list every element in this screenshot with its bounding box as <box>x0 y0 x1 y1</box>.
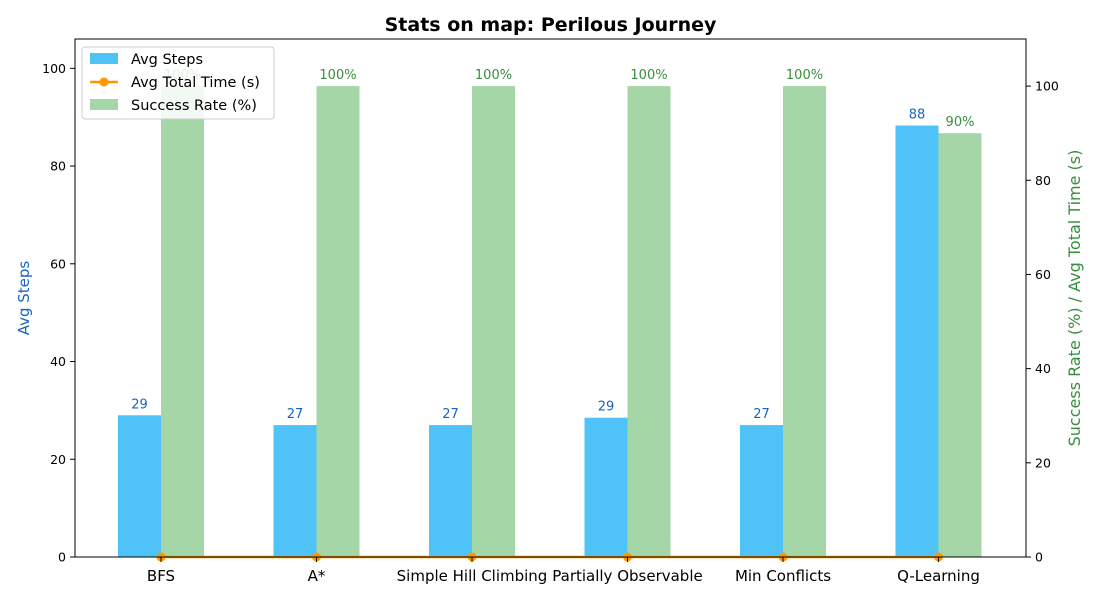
data-label-avg-steps: 88 <box>909 107 926 122</box>
bar-success-rate <box>161 86 204 557</box>
x-tick-label: Simple Hill Climbing <box>397 567 548 585</box>
y-tick-label-right: 60 <box>1035 267 1051 282</box>
x-tick-label: Partially Observable <box>552 567 702 585</box>
data-label-avg-steps: 27 <box>287 407 304 422</box>
chart-title: Stats on map: Perilous Journey <box>385 14 717 36</box>
bar-success-rate <box>472 86 515 557</box>
legend-marker-avg-total-time <box>99 77 109 87</box>
y-tick-label-left: 80 <box>50 159 66 174</box>
y-axis-label-left: Avg Steps <box>15 261 33 336</box>
bar-avg-steps <box>429 425 472 557</box>
data-label-success-rate: 100% <box>319 68 356 83</box>
y-axis-label-right: Success Rate (%) / Avg Total Time (s) <box>1065 150 1084 447</box>
plot-frame <box>74 38 1027 558</box>
legend-swatch-success-rate <box>90 99 118 110</box>
data-label-avg-steps: 27 <box>442 407 459 422</box>
data-label-avg-steps: 29 <box>598 400 615 415</box>
legend: Avg Steps Avg Total Time (s) Success Rate … <box>81 46 275 120</box>
y-tick-label-right: 40 <box>1035 361 1051 376</box>
bar-avg-steps <box>740 425 783 557</box>
y-tick-label-left: 60 <box>50 256 66 271</box>
x-tick-label: A* <box>308 567 326 585</box>
x-tick-label: Min Conflicts <box>735 567 831 585</box>
y-tick-label-right: 100 <box>1035 79 1059 94</box>
data-label-success-rate: 100% <box>786 68 823 83</box>
bar-avg-steps <box>273 425 317 557</box>
axes: 0 20 40 60 80 100 0 20 40 60 80 100 BFS A* Simple Hill… <box>42 61 1059 585</box>
legend-swatch-avg-steps <box>90 53 118 64</box>
y-tick-label-left: 40 <box>50 354 66 369</box>
legend-box <box>81 46 275 120</box>
data-label-success-rate: 100% <box>630 68 667 83</box>
data-label-success-rate: 100% <box>475 68 512 83</box>
x-tick-label: BFS <box>147 567 175 585</box>
bar-avg-steps <box>118 415 161 557</box>
data-label-success-rate: 90% <box>946 115 975 130</box>
legend-label-success-rate: Success Rate (%) <box>131 98 257 114</box>
legend-label-avg-steps: Avg Steps <box>131 52 203 68</box>
y-tick-label-left: 0 <box>58 550 66 565</box>
y-tick-label-right: 0 <box>1035 550 1043 565</box>
y-tick-label-left: 100 <box>42 61 66 76</box>
bar-success-rate <box>627 86 671 557</box>
bar-success-rate <box>783 86 826 557</box>
y-tick-label-right: 20 <box>1035 455 1051 470</box>
data-label-avg-steps: 29 <box>131 397 148 412</box>
x-tick-label: Q-Learning <box>897 567 980 585</box>
bar-avg-steps <box>895 125 939 558</box>
bar-success-rate <box>316 86 360 557</box>
data-label-avg-steps: 27 <box>753 407 770 422</box>
legend-label-avg-total-time: Avg Total Time (s) <box>131 75 260 91</box>
y-tick-label-right: 80 <box>1035 173 1051 188</box>
y-tick-label-left: 20 <box>50 452 66 467</box>
bar-avg-steps <box>584 417 628 557</box>
bar-success-rate <box>938 133 982 557</box>
